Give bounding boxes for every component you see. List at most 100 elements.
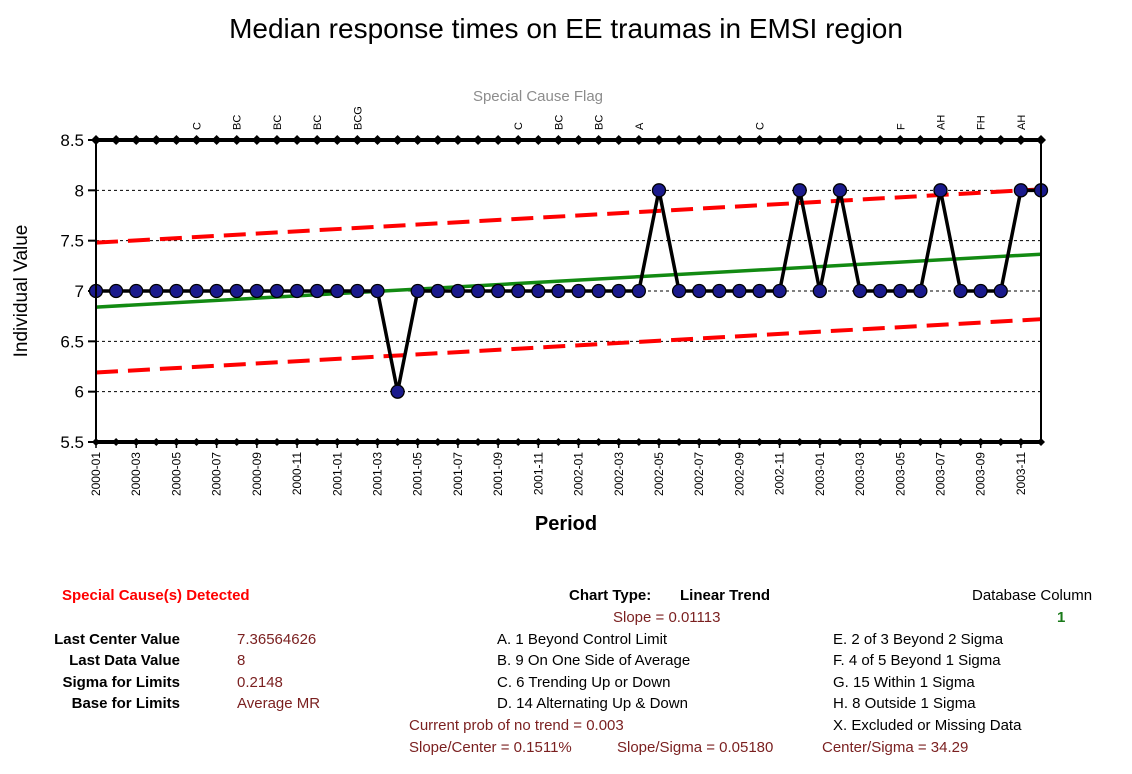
data-point	[752, 283, 767, 299]
x-tick-label: 2000-05	[169, 452, 183, 496]
y-tick-label: 7	[75, 282, 84, 301]
data-point	[973, 283, 988, 299]
x-tick-label: 2003-11	[1014, 452, 1028, 495]
special-cause-flag: C	[192, 122, 204, 130]
x-tick-label: 2000-01	[89, 452, 103, 496]
rule-e: E. 2 of 3 Beyond 2 Sigma	[833, 631, 1004, 648]
x-tick-label: 2001-11	[531, 452, 545, 495]
data-point	[671, 283, 687, 299]
data-point	[450, 283, 466, 299]
plot-frame	[95, 139, 1042, 443]
y-tick-label: 7.5	[60, 232, 84, 251]
x-tick-label: 2003-09	[974, 452, 988, 496]
data-point	[169, 283, 184, 299]
data-point	[953, 283, 968, 299]
data-point	[189, 283, 204, 299]
special-cause-flag: BCG	[352, 106, 364, 130]
data-point	[812, 283, 827, 299]
data-point	[913, 283, 928, 299]
x-tick-label: 2000-11	[290, 452, 304, 495]
data-point	[531, 283, 546, 299]
data-point	[993, 283, 1008, 299]
stat-value-sigma: 0.2148	[237, 674, 283, 691]
prob-no-trend: Current prob of no trend = 0.003	[409, 717, 624, 734]
stat-label-sigma: Sigma for Limits	[62, 674, 180, 691]
data-point	[370, 283, 385, 299]
data-point	[933, 183, 948, 198]
y-tick-label: 6	[75, 383, 84, 402]
rule-d: D. 14 Alternating Up & Down	[497, 695, 688, 712]
stat-label-base: Base for Limits	[71, 695, 180, 712]
x-tick-label: 2003-03	[853, 452, 867, 496]
rule-h: H. 8 Outside 1 Sigma	[833, 695, 976, 712]
x-tick-label: 2002-05	[652, 452, 666, 496]
x-tick-label: 2002-03	[612, 452, 626, 496]
data-point	[772, 283, 787, 299]
rule-g: G. 15 Within 1 Sigma	[833, 674, 975, 691]
x-tick-label: 2002-01	[572, 452, 586, 496]
data-point	[511, 283, 526, 299]
x-tick-label: 2002-07	[692, 452, 706, 496]
database-column-label: Database Column	[972, 587, 1093, 604]
database-column-value: 1	[1057, 609, 1066, 626]
x-axis-label: Period	[535, 513, 597, 535]
special-cause-flag: C	[755, 122, 767, 130]
data-point	[591, 283, 606, 299]
data-point	[792, 183, 807, 198]
center-sigma: Center/Sigma = 34.29	[822, 739, 969, 756]
data-point	[470, 283, 486, 299]
data-point	[893, 283, 908, 299]
data-point	[410, 283, 425, 299]
y-tick-label: 5.5	[60, 433, 84, 452]
data-point	[631, 283, 647, 299]
y-axis-label: Individual Value	[11, 225, 32, 358]
special-cause-heading: Special Cause(s) Detected	[62, 587, 250, 604]
data-point	[430, 283, 445, 299]
special-cause-flags: C BC BC BC BCG C BC BC A C F AH FH AH	[91, 106, 1046, 446]
special-cause-flag: BC	[594, 115, 606, 130]
slope-sigma: Slope/Sigma = 0.05180	[617, 739, 774, 756]
data-point	[129, 283, 144, 299]
data-point	[310, 283, 325, 299]
special-cause-flag: AH	[1016, 115, 1028, 130]
stat-value-last-data: 8	[237, 652, 246, 669]
data-point	[149, 283, 164, 299]
special-cause-flag: BC	[232, 115, 244, 130]
special-cause-flag: F	[895, 123, 907, 130]
data-point	[692, 283, 707, 299]
x-tick-label: 2001-09	[491, 452, 505, 496]
x-tick-label: 2003-05	[893, 452, 907, 496]
stat-label-last-data: Last Data Value	[69, 652, 180, 669]
data-point	[551, 283, 566, 299]
x-tick-label: 2002-11	[773, 452, 787, 495]
lower-control-limit	[95, 317, 1042, 375]
data-point	[229, 283, 244, 299]
data-point	[732, 283, 747, 299]
stat-value-base: Average MR	[237, 695, 321, 712]
upper-control-limit	[95, 187, 1042, 245]
x-tick-label: 2001-03	[370, 452, 384, 496]
x-tick-label: 2001-05	[411, 452, 425, 496]
chart-type-label: Chart Type:	[569, 587, 652, 604]
x-tick-label: 2000-07	[210, 452, 224, 496]
data-point	[872, 283, 888, 299]
data-point	[651, 183, 667, 198]
stat-label-last-center: Last Center Value	[54, 631, 180, 648]
stat-value-last-center: 7.36564626	[237, 631, 317, 648]
rule-f: F. 4 of 5 Beyond 1 Sigma	[833, 652, 1001, 669]
data-point	[611, 283, 626, 299]
x-tick-label: 2001-01	[330, 452, 344, 496]
data-point	[330, 283, 345, 299]
rule-c: C. 6 Trending Up or Down	[497, 674, 671, 691]
data-point	[249, 283, 265, 299]
x-tick-label: 2002-09	[732, 452, 746, 496]
x-tick-label: 2003-01	[813, 452, 827, 496]
y-axis-ticks: 5.5 6 6.5 7 7.5 8 8.5	[60, 131, 96, 452]
special-cause-flag: C	[513, 122, 525, 130]
rule-a: A. 1 Beyond Control Limit	[497, 631, 668, 648]
data-point	[209, 283, 224, 299]
x-axis-ticks: 2000-01 2000-03 2000-05 2000-07 2000-09 2000-…	[89, 442, 1028, 496]
data-point	[390, 384, 405, 399]
center-trend-line	[95, 252, 1042, 309]
slope-center: Slope/Center = 0.1511%	[409, 739, 572, 756]
